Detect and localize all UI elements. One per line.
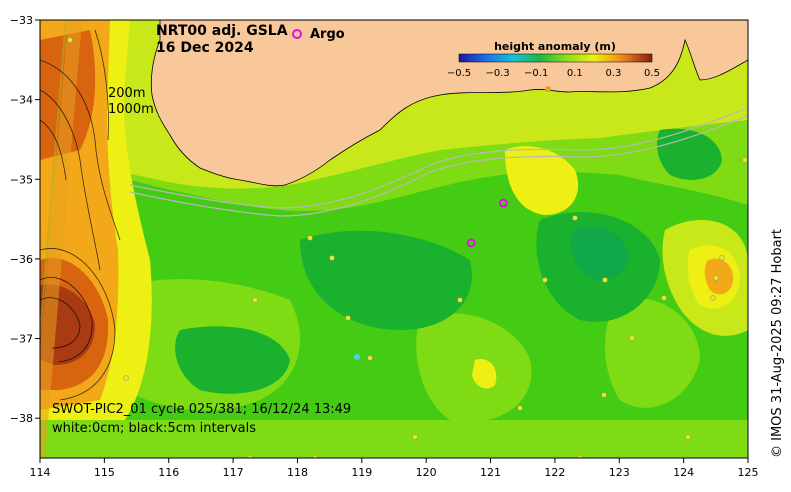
argo-legend-label: Argo (310, 27, 345, 42)
sla-dark-green-patch-1 (300, 230, 472, 330)
x-tick-label: 116 (158, 466, 179, 479)
colorbar-tick-label: 0.5 (644, 68, 660, 79)
colorbar-tick-label: −0.5 (447, 68, 471, 79)
sla-dark-green-patch-3 (175, 326, 290, 394)
swot-pass-label: SWOT-PIC2_01 cycle 025/381; 16/12/24 13:… (52, 402, 351, 417)
y-tick-label: −36 (10, 253, 33, 266)
x-axis: 114 115 116 117 118 119 120 121 122 123 124 125 (30, 458, 759, 479)
colorbar (458, 53, 653, 63)
y-axis: −33 −34 −35 −36 −37 −38 (10, 14, 40, 425)
sla-contours (40, 29, 121, 401)
x-tick-label: 115 (94, 466, 115, 479)
swot-swath (40, 20, 82, 458)
argo-float-marker (498, 198, 508, 208)
x-tick-label: 117 (223, 466, 244, 479)
x-tick-label: 124 (673, 466, 694, 479)
title-date: 16 Dec 2024 (156, 40, 254, 56)
x-tick-label: 123 (609, 466, 630, 479)
argo-floats (466, 198, 508, 248)
y-tick-label: −33 (10, 14, 33, 27)
colorbar-tick-label: −0.1 (524, 68, 548, 79)
swot-swath-edge (40, 20, 67, 349)
y-tick-label: −34 (10, 94, 33, 107)
y-tick-label: −37 (10, 333, 33, 346)
x-tick-label: 119 (351, 466, 372, 479)
x-tick-label: 118 (287, 466, 308, 479)
sla-orange-eddy-east-core (704, 258, 734, 295)
y-tick-label: −38 (10, 412, 33, 425)
x-tick-label: 125 (738, 466, 759, 479)
drifter-dot-orange (545, 86, 551, 92)
colorbar-tick-label: 0.3 (605, 68, 621, 79)
title-product: NRT00 adj. GSLA (156, 23, 288, 39)
colorbar-ticks: −0.5 −0.3 −0.1 0.1 0.3 0.5 (447, 68, 660, 79)
x-tick-label: 120 (416, 466, 437, 479)
swot-contour-label: white:0cm; black:5cm intervals (52, 421, 256, 436)
isobaths (129, 107, 748, 217)
argo-float-marker (466, 238, 476, 248)
isobath-label-200m: 200m (108, 86, 145, 101)
isobath-label-1000m: 1000m (108, 102, 154, 117)
argo-legend-icon (292, 29, 302, 39)
plot-frame (39, 19, 749, 459)
sla-yellow-blob-shelf (505, 146, 579, 215)
drifter-dots (67, 37, 748, 458)
colorbar-tick-label: −0.3 (485, 68, 509, 79)
sla-yellow-blob-south (472, 359, 497, 389)
y-tick-label: −35 (10, 173, 33, 186)
colorbar-tick-label: 0.1 (567, 68, 583, 79)
sla-light-green-se (605, 298, 700, 408)
sla-green-cyan-core (571, 226, 629, 280)
sla-light-green-bottom (40, 420, 748, 458)
credit-text: © IMOS 31-Aug-2025 09:27 Hobart (770, 229, 785, 458)
x-tick-label: 121 (480, 466, 501, 479)
drifter-dot-cyan (354, 354, 360, 360)
colorbar-title: height anomaly (m) (494, 40, 616, 53)
x-tick-label: 114 (30, 466, 51, 479)
sla-dark-green-patch-4 (657, 128, 722, 180)
x-tick-label: 122 (544, 466, 565, 479)
